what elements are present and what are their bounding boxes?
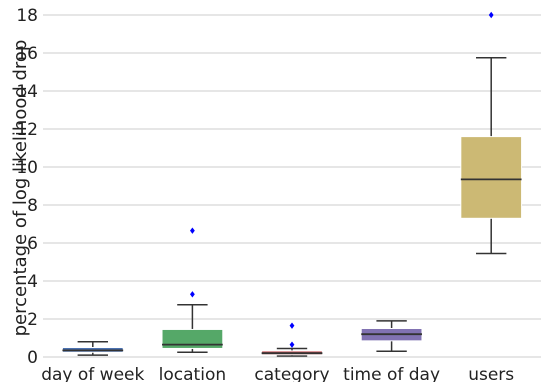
y-axis-label: percentage of log likelihood drop bbox=[10, 40, 31, 337]
box-group bbox=[360, 320, 423, 353]
y-tick-label: 0 bbox=[27, 348, 38, 368]
box-group bbox=[261, 322, 323, 357]
x-tick-label: day of week bbox=[41, 365, 144, 382]
gridlines bbox=[43, 14, 541, 358]
box-iqr bbox=[460, 136, 523, 219]
box-iqr bbox=[161, 328, 224, 349]
y-tick-label: 16 bbox=[16, 44, 38, 64]
outlier-point bbox=[488, 11, 494, 19]
boxes bbox=[61, 11, 523, 357]
y-tick-label: 14 bbox=[16, 82, 38, 102]
box-group bbox=[161, 227, 224, 353]
y-tick-label: 10 bbox=[16, 158, 38, 178]
box-group bbox=[61, 341, 124, 356]
x-tick-label: time of day bbox=[343, 365, 440, 382]
x-tick-label: category bbox=[254, 365, 329, 382]
x-tick-label: users bbox=[468, 365, 514, 382]
y-tick-label: 8 bbox=[27, 196, 38, 216]
outlier-point bbox=[289, 341, 295, 348]
x-tick-label: location bbox=[159, 365, 226, 382]
y-tick-label: 4 bbox=[27, 272, 38, 292]
x-tick-labels: day of week location category time of day us… bbox=[41, 365, 514, 382]
outlier-point bbox=[289, 322, 295, 329]
y-tick-label: 18 bbox=[16, 6, 38, 26]
outlier-point bbox=[190, 291, 195, 298]
y-tick-label: 6 bbox=[27, 234, 38, 254]
y-tick-label: 2 bbox=[27, 310, 38, 330]
outlier-point bbox=[190, 227, 195, 234]
box-group bbox=[460, 11, 523, 255]
y-tick-label: 12 bbox=[16, 120, 38, 140]
y-tick-labels: 0 2 4 6 8 10 12 14 16 18 bbox=[16, 6, 38, 368]
